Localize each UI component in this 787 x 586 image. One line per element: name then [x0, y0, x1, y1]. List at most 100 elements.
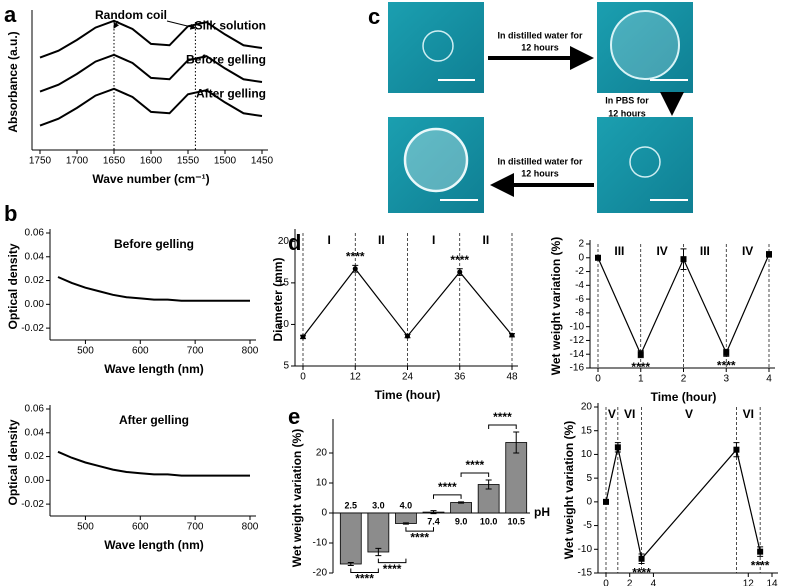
y-tick-label: 20: [278, 236, 290, 247]
x-tick-label: 2: [681, 374, 687, 385]
hydrogel: [610, 10, 680, 80]
x-axis-label: Wave length (nm): [104, 362, 204, 376]
series-label: Silk solution: [195, 19, 266, 33]
y-axis-label: Wet weight variation (%): [549, 237, 563, 375]
region-label: IV: [656, 244, 667, 258]
y-axis-label: Wet weight variation (%): [290, 429, 304, 567]
x-tick-label: 1750: [29, 156, 52, 167]
region-label: III: [700, 244, 710, 258]
y-tick-label: 10: [278, 319, 290, 330]
annotation-arrow: [166, 20, 197, 30]
y-axis-label: Wet weight variation (%): [562, 421, 576, 559]
region-label: I: [432, 233, 435, 247]
x-tick-label: 600: [132, 522, 149, 533]
photo: [388, 117, 484, 213]
y-tick-label: -0.02: [21, 499, 44, 510]
y-tick-label: 0.02: [25, 275, 45, 286]
photo: [597, 2, 693, 93]
panel-label: e: [288, 404, 300, 429]
error-bar: [347, 562, 354, 566]
y-tick-label: 5: [586, 473, 592, 484]
y-tick-label: -10: [570, 321, 585, 332]
x-tick-label: 1: [638, 374, 644, 385]
region-label: II: [378, 233, 385, 247]
data-point: [680, 256, 687, 263]
annotation: Random coil: [95, 8, 167, 22]
significance-bracket: [405, 527, 434, 532]
x-tick-label: 48: [506, 372, 518, 383]
x-tick-label: 14: [766, 579, 778, 586]
y-tick-label: 0.04: [25, 427, 45, 438]
significance-label: ****: [751, 559, 770, 573]
y-tick-label: 0.04: [25, 251, 45, 262]
data-point: [509, 332, 515, 338]
category-label: 4.0: [400, 500, 413, 510]
y-tick-label: -15: [578, 568, 593, 579]
category-label: 2.5: [345, 500, 358, 510]
x-tick-label: 2: [627, 579, 633, 586]
x-tick-label: 3: [723, 374, 729, 385]
x-tick-label: 800: [242, 346, 259, 357]
y-tick-label: 0: [578, 252, 584, 263]
y-tick-label: 5: [283, 361, 289, 372]
y-tick-label: -14: [570, 349, 585, 360]
x-axis-label: pH: [534, 505, 550, 519]
chart-title: Before gelling: [114, 237, 194, 251]
y-tick-label: 20: [316, 448, 328, 459]
significance-bracket: [350, 568, 379, 573]
y-tick-label: 0.02: [25, 451, 45, 462]
panel-label: b: [4, 201, 17, 226]
y-tick-label: 2: [578, 239, 584, 250]
step-label: 12 hours: [608, 108, 646, 118]
y-axis-label: Absorbance (a.u.): [6, 31, 20, 132]
significance-label: ****: [493, 410, 512, 424]
bar: [450, 502, 472, 514]
y-tick-label: -16: [570, 363, 585, 374]
error-bar: [402, 522, 409, 525]
data-point: [723, 349, 730, 356]
x-tick-label: 12: [350, 372, 362, 383]
data-line: [39, 19, 263, 59]
y-tick-label: -2: [575, 266, 584, 277]
region-label: IV: [742, 244, 753, 258]
y-tick-label: -10: [578, 544, 593, 555]
x-axis-label: Wave length (nm): [104, 538, 204, 552]
step-label: In PBS for: [605, 95, 649, 105]
data-point: [603, 498, 609, 505]
data-point: [766, 251, 772, 258]
y-tick-label: 0.06: [25, 228, 45, 239]
significance-label: ****: [438, 480, 457, 494]
bar: [339, 512, 362, 565]
panel-label: a: [4, 2, 17, 27]
data-point: [733, 446, 740, 453]
region-label: II: [483, 233, 490, 247]
x-tick-label: 12: [743, 579, 755, 586]
x-tick-label: 24: [402, 372, 414, 383]
x-tick-label: 4: [766, 374, 772, 385]
step-label: 12 hours: [521, 168, 559, 178]
region-label: V: [608, 407, 616, 421]
region-label: VI: [743, 407, 754, 421]
x-tick-label: 0: [300, 372, 306, 383]
x-tick-label: 700: [187, 522, 204, 533]
category-label: 10.0: [480, 516, 498, 526]
data-point: [757, 548, 764, 555]
y-tick-label: 0.06: [25, 404, 45, 415]
significance-label: ****: [346, 250, 365, 264]
y-tick-label: 0: [321, 508, 327, 519]
y-tick-label: 10: [316, 478, 328, 489]
significance-bracket: [377, 558, 407, 564]
significance-label: ****: [355, 572, 374, 586]
x-tick-label: 700: [187, 346, 204, 357]
bar: [395, 512, 417, 524]
data-point: [352, 266, 358, 272]
y-tick-label: 15: [278, 278, 290, 289]
y-tick-label: 0: [586, 496, 592, 507]
region-label: I: [327, 233, 330, 247]
data-point: [457, 269, 463, 275]
x-tick-label: 0: [595, 374, 601, 385]
hydrogel: [629, 146, 661, 178]
x-tick-label: 500: [77, 346, 94, 357]
y-tick-label: -10: [313, 538, 328, 549]
